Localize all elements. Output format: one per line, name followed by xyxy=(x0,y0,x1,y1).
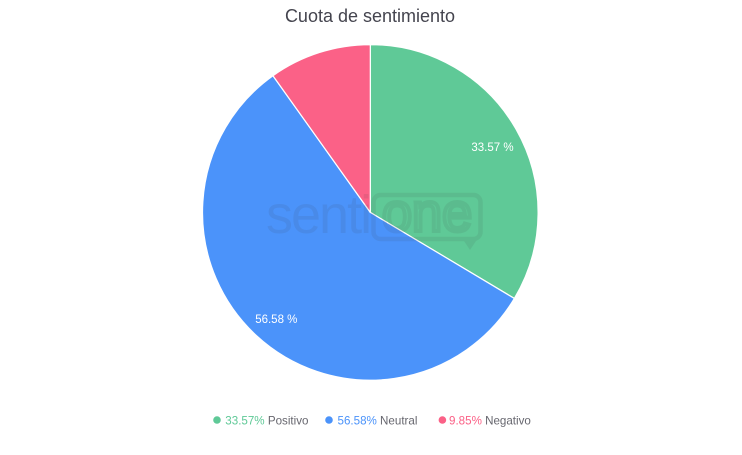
svg-text:9.85% Negativo: 9.85% Negativo xyxy=(449,414,531,427)
svg-text:senti: senti xyxy=(266,185,370,245)
svg-text:33.57% Positivo: 33.57% Positivo xyxy=(225,414,308,427)
svg-text:33.57 %: 33.57 % xyxy=(471,142,513,154)
svg-text:56.58% Neutral: 56.58% Neutral xyxy=(338,414,418,427)
svg-text:one: one xyxy=(382,183,472,243)
svg-text:Cuota de sentimiento: Cuota de sentimiento xyxy=(285,6,455,26)
svg-text:56.58 %: 56.58 % xyxy=(255,314,297,326)
